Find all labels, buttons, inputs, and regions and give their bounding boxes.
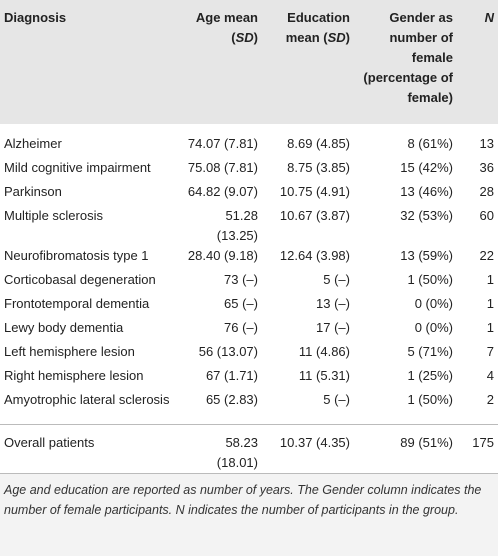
summary-cell: 175: [457, 424, 498, 473]
header-text: ): [345, 30, 350, 45]
table-cell: Parkinson: [4, 184, 62, 199]
header-cell: Education mean (SD): [262, 0, 354, 124]
table-cell: 28: [479, 184, 494, 199]
table-cell: 13 (59%): [400, 248, 453, 263]
table-cell: 8.75 (3.85): [287, 160, 350, 175]
table-cell: 10.67 (3.87): [279, 208, 350, 223]
table-cell: 1 (50%): [407, 392, 453, 407]
table-cell: Neurofibromatosis type 1: [4, 248, 149, 263]
table-cell: 13 (46%): [400, 184, 453, 199]
header-text: ): [253, 30, 258, 45]
table-cell: 10.75 (4.91): [279, 184, 350, 199]
summary-cell: Overall patients: [0, 424, 178, 473]
table-cell: 65 (–): [224, 296, 258, 311]
table-cell: 56 (13.07): [198, 344, 258, 359]
table-cell: 0 (0%): [414, 320, 453, 335]
table-cell: 4: [486, 368, 494, 383]
table-cell: Alzheimer: [4, 136, 62, 151]
summary-cell: 58.23 (18.01): [178, 424, 262, 473]
table-cell: 1 (50%): [407, 272, 453, 287]
table-cell: 76 (–): [224, 320, 258, 335]
table-cell: 1: [486, 296, 494, 311]
table-row: Left hemisphere lesion 56 (13.07) 11 (4.86…: [0, 342, 498, 366]
header-text: Diagnosis: [4, 10, 67, 25]
header-text: Gender as number of female (percentage o…: [363, 10, 453, 105]
table-cell: 75.08 (7.81): [187, 160, 258, 175]
header-text: N: [484, 10, 494, 25]
table-cell: 28.40 (9.18): [187, 248, 258, 263]
table-cell: 64.82 (9.07): [187, 184, 258, 199]
table-cell: 15 (42%): [400, 160, 453, 175]
table-cell: 5 (–): [323, 392, 350, 407]
table-row: Parkinson 64.82 (9.07) 10.75 (4.91) 13 (46%…: [0, 182, 498, 206]
header-row: Diagnosis Age mean (SD) Education mean (SD…: [0, 0, 498, 124]
table-cell: 11 (4.86): [298, 344, 350, 359]
table-cell: 2: [486, 392, 494, 407]
table-cell: Amyotrophic lateral sclerosis: [4, 392, 170, 407]
table-row: Neurofibromatosis type 1 28.40 (9.18) 12.6…: [0, 246, 498, 270]
table-cell: 1: [486, 272, 494, 287]
table-cell: Left hemisphere lesion: [4, 344, 135, 359]
data-table: Diagnosis Age mean (SD) Education mean (SD…: [0, 0, 498, 473]
header-text: SD: [327, 30, 346, 45]
table-cell: 32 (53%): [400, 208, 453, 223]
table-cell: 60: [479, 208, 494, 223]
table-cell: 8 (61%): [407, 136, 453, 151]
table-cell: 65 (2.83): [205, 392, 258, 407]
table-cell: Right hemisphere lesion: [4, 368, 144, 383]
table-row: Amyotrophic lateral sclerosis 65 (2.83) 5 …: [0, 390, 498, 425]
table-cell: 36: [479, 160, 494, 175]
table-body: Alzheimer 74.07 (7.81) 8.69 (4.85) 8 (61%) 1…: [0, 124, 498, 473]
header-cell: Age mean (SD): [178, 0, 262, 124]
table-cell: 73 (–): [224, 272, 258, 287]
header-text: Age mean (: [195, 10, 258, 45]
header-text: SD: [235, 30, 254, 45]
summary-cell: 10.37 (4.35): [262, 424, 354, 473]
table-cell: 11 (5.31): [298, 368, 350, 383]
table-row: Corticobasal degeneration 73 (–) 5 (–) 1 (5…: [0, 270, 498, 294]
table-cell: Mild cognitive impairment: [4, 160, 151, 175]
header-cell: Gender as number of female (percentage o…: [354, 0, 457, 124]
header-text: Education mean (: [285, 10, 350, 45]
header-cell: Diagnosis: [0, 0, 178, 124]
table-cell: 13 (–): [316, 296, 350, 311]
table-row: Mild cognitive impairment 75.08 (7.81) 8.7…: [0, 158, 498, 182]
table-cell: 8.69 (4.85): [287, 136, 350, 151]
table-cell: 74.07 (7.81): [187, 136, 258, 151]
footnote: Age and education are reported as number…: [0, 473, 498, 556]
header-cell: N: [457, 0, 498, 124]
table-row: Frontotemporal dementia 65 (–) 13 (–) 0 (0%…: [0, 294, 498, 318]
table-cell: 13: [479, 136, 494, 151]
table-cell: 17 (–): [316, 320, 350, 335]
table-cell: 51.28 (13.25): [216, 208, 258, 243]
table-cell: 5 (–): [323, 272, 350, 287]
table-cell: 1: [486, 320, 494, 335]
table-cell: 22: [479, 248, 494, 263]
table-cell: Lewy body dementia: [4, 320, 124, 335]
table-cell: 0 (0%): [414, 296, 453, 311]
table-cell: Frontotemporal dementia: [4, 296, 150, 311]
table-cell: 5 (71%): [407, 344, 453, 359]
table-cell: 1 (25%): [407, 368, 453, 383]
table-row: Alzheimer 74.07 (7.81) 8.69 (4.85) 8 (61%) 1…: [0, 124, 498, 158]
table-row: Multiple sclerosis 51.28 (13.25) 10.67 (3.…: [0, 206, 498, 246]
table-row: Lewy body dementia 76 (–) 17 (–) 0 (0%) 1: [0, 318, 498, 342]
summary-row: Overall patients 58.23 (18.01) 10.37 (4.35…: [0, 424, 498, 473]
table-cell: 12.64 (3.98): [279, 248, 350, 263]
table-cell: Multiple sclerosis: [4, 208, 103, 223]
summary-cell: 89 (51%): [354, 424, 457, 473]
table-cell: 7: [486, 344, 494, 359]
table-cell: 67 (1.71): [205, 368, 258, 383]
table-cell: Corticobasal degeneration: [4, 272, 156, 287]
table-row: Right hemisphere lesion 67 (1.71) 11 (5.31…: [0, 366, 498, 390]
